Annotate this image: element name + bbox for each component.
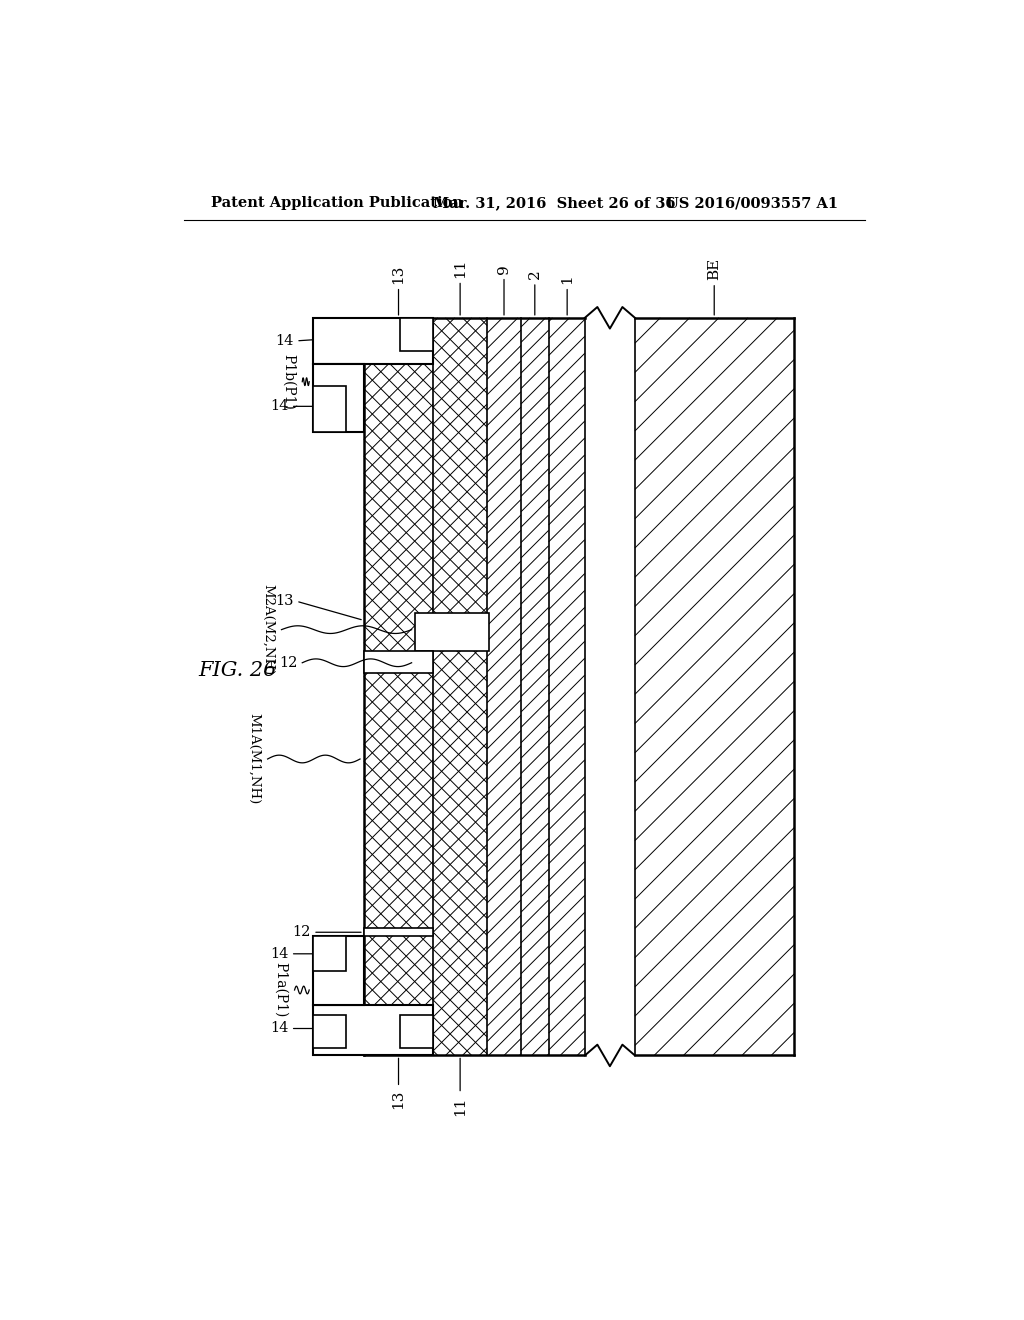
Text: 14: 14 — [270, 1022, 289, 1035]
Text: 14: 14 — [270, 946, 289, 961]
Bar — [416, 612, 488, 651]
Bar — [313, 936, 364, 1006]
Bar — [364, 651, 433, 673]
Text: 12: 12 — [280, 656, 298, 669]
Text: 13: 13 — [275, 594, 294, 609]
Text: 9: 9 — [497, 264, 511, 315]
Text: 1: 1 — [560, 275, 574, 315]
Text: P1a(P1): P1a(P1) — [273, 962, 288, 1018]
Bar — [313, 385, 346, 432]
Bar — [400, 1015, 433, 1048]
Bar — [313, 364, 364, 432]
Text: 2: 2 — [527, 269, 542, 315]
Text: P1b(P1): P1b(P1) — [282, 354, 295, 409]
Bar — [313, 1006, 433, 1056]
Text: BE: BE — [708, 257, 721, 315]
Text: 13: 13 — [391, 264, 406, 315]
Bar — [313, 318, 433, 364]
Text: 12: 12 — [292, 925, 310, 940]
Text: 13: 13 — [391, 1059, 406, 1110]
Bar — [313, 936, 346, 970]
Text: M2A(M2,NH): M2A(M2,NH) — [261, 583, 274, 676]
Text: US 2016/0093557 A1: US 2016/0093557 A1 — [666, 197, 838, 210]
Bar — [364, 928, 433, 936]
Bar — [400, 318, 433, 351]
Text: 11: 11 — [453, 1059, 467, 1115]
Text: Mar. 31, 2016  Sheet 26 of 36: Mar. 31, 2016 Sheet 26 of 36 — [433, 197, 676, 210]
Text: M1A(M1,NH): M1A(M1,NH) — [247, 713, 260, 805]
Text: 14: 14 — [275, 334, 294, 348]
Bar — [313, 1015, 346, 1048]
Text: Patent Application Publication: Patent Application Publication — [211, 197, 464, 210]
Text: FIG. 26: FIG. 26 — [199, 661, 276, 680]
Text: 11: 11 — [453, 259, 467, 315]
Text: 14: 14 — [270, 400, 289, 413]
